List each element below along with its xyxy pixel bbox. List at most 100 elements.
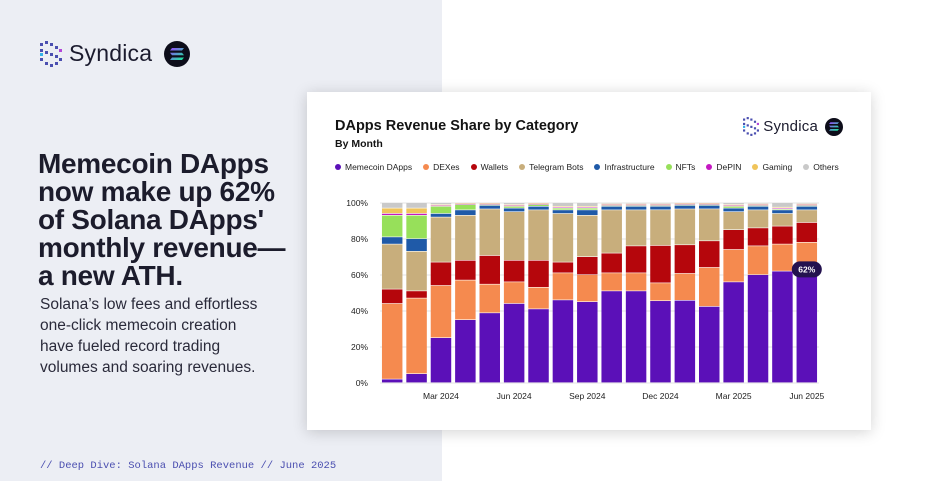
bar-segment [747,210,769,228]
bar-segment [625,291,647,383]
solana-logo-icon [164,40,191,67]
legend-item: DEXes [423,162,460,172]
bar-segment [381,244,403,289]
legend-label: Telegram Bots [529,162,584,172]
bar-segment [503,260,525,282]
bar-segment [479,284,500,313]
bar-segment [723,206,744,208]
bar-segment [552,262,574,273]
bar-segment [625,246,647,273]
bar-segment [430,203,452,205]
subtext-line: have fueled record trading [40,338,221,355]
y-tick-label: 20% [351,342,368,352]
bar-segment [406,215,427,239]
bar-segment [503,203,525,205]
bar-segment [528,204,549,206]
bar-segment [552,213,574,262]
bar-segment [747,246,769,275]
solana-logo-icon [825,117,843,136]
legend-dot-icon [752,164,759,170]
bar-segment [479,205,500,209]
bar-segment [528,260,549,287]
bar-segment [552,203,574,206]
bar-segment [650,245,671,283]
headline-line: of Solana DApps' [38,204,264,235]
card-brand-name: Syndica [763,118,818,135]
subtext: Solana’s low fees and effortless one-cli… [40,294,340,378]
bar-segment [601,210,622,253]
bar-segment [723,212,744,230]
legend-dot-icon [803,164,810,170]
y-tick-label: 40% [351,306,368,316]
bar-segment [430,213,452,217]
bar-segment [723,203,744,205]
bar-segment [455,260,476,280]
x-tick-label: Dec 2024 [642,391,679,401]
bar-segment [503,206,525,208]
bar-segment [455,280,476,320]
bar-segment [577,257,598,275]
annotation-label: 62% [798,264,815,274]
bar-segment [650,206,671,210]
annotation-badge [791,261,822,278]
stacked-bar-chart: 0% 20% 40% 60% 80% 100% Mar 2024 Jun 2024 Sep 20… [346,198,824,401]
bar-segment [577,302,598,383]
bar-segment [796,206,818,210]
x-tick-label: Jun 2025 [789,391,824,401]
bar-segment [723,208,744,212]
x-tick-label: Mar 2024 [423,391,459,401]
bar-segment [381,215,403,237]
bar-segment [406,374,427,383]
bar-segment [503,208,525,212]
bar-segment [577,215,598,257]
headline-line: now make up 62% [38,176,275,207]
footer-caption: // Deep Dive: Solana DApps Revenue // Ju… [40,460,337,472]
bar-segment [699,205,720,209]
legend-dot-icon [706,164,713,170]
syndica-logo-icon [743,117,760,136]
brand-logo: Syndica [40,40,191,67]
bar-segment [625,210,647,246]
legend-item: Memecoin DApps [335,162,412,172]
bar-segment [479,209,500,256]
y-tick-label: 60% [351,270,368,280]
bar-segment [381,303,403,379]
bar-segment [796,222,818,242]
bar-segment [625,206,647,210]
bar-segment [503,282,525,304]
bar-segment [430,262,452,286]
bar-segment [528,309,549,383]
bar-segment [430,217,452,262]
bar-segment [601,206,622,210]
bar-segment [772,271,793,383]
bar-segment [479,255,500,284]
legend-label: Others [813,162,839,172]
bar-segment [674,273,696,301]
subtext-line: Solana’s low fees and effortless [40,296,258,313]
chart-card: DApps Revenue Share by Category By Month… [307,92,871,430]
headline-line: a new ATH. [38,260,183,291]
legend-dot-icon [519,164,526,170]
chart-subtitle: By Month [335,138,383,150]
legend-item: Others [803,162,839,172]
bar-segment [601,253,622,273]
bar-segment [503,303,525,383]
x-tick-label: Jun 2024 [497,391,532,401]
legend-dot-icon [594,164,601,170]
bar-segment [747,228,769,246]
bar-segment [406,203,427,208]
legend-dot-icon [335,164,341,170]
bar-segment [406,208,427,214]
bar-segment [674,300,696,383]
bar-segment [406,298,427,374]
bar-segment [430,338,452,383]
bar-segment [723,230,744,250]
chart-title: DApps Revenue Share by Category [335,118,579,134]
legend-item: NFTs [665,162,695,172]
bar-segment [674,209,696,245]
syndica-logo-icon [40,40,62,67]
y-tick-label: 100% [346,198,368,208]
bar-segment [479,313,500,383]
x-tick-label: Mar 2025 [716,391,752,401]
bar-segment [552,208,574,210]
